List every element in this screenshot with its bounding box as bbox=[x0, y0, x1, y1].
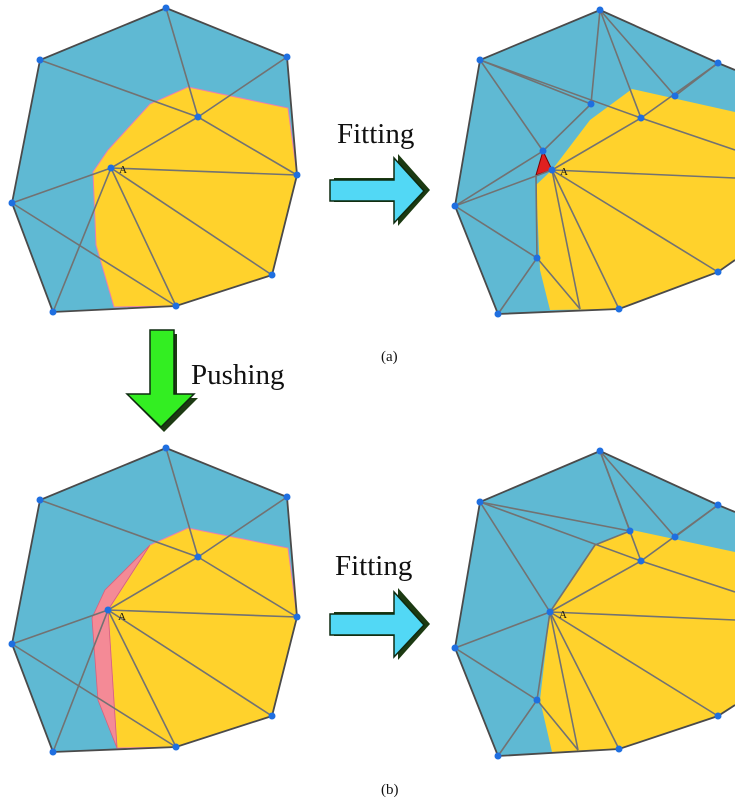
panel-bottom-left-mesh: A bbox=[8, 444, 301, 756]
mesh-edges bbox=[454, 450, 735, 757]
fitting-arrow-top bbox=[329, 154, 430, 226]
mesh-edges bbox=[11, 447, 298, 753]
point-a-label: A bbox=[559, 609, 567, 621]
yellow-region bbox=[92, 86, 298, 308]
arrow-body bbox=[329, 590, 426, 659]
arrow-body bbox=[329, 156, 426, 225]
arrow-body bbox=[125, 329, 196, 429]
pushing-label: Pushing bbox=[191, 359, 284, 391]
fitting-arrow-bottom bbox=[329, 588, 430, 660]
mesh-edges bbox=[11, 7, 298, 313]
caption-a: (a) bbox=[381, 349, 398, 365]
pushing-arrow bbox=[125, 329, 198, 432]
point-a-label: A bbox=[560, 166, 568, 178]
yellow-region bbox=[536, 89, 735, 310]
mesh-edges bbox=[454, 9, 735, 315]
point-a-label: A bbox=[118, 611, 126, 623]
fitting-label-bottom: Fitting bbox=[335, 550, 412, 582]
fitting-label-top: Fitting bbox=[337, 118, 414, 150]
caption-b: (b) bbox=[381, 782, 399, 798]
vertices bbox=[8, 444, 301, 756]
panel-top-left-mesh: A bbox=[8, 4, 301, 316]
vertices bbox=[451, 447, 722, 760]
panel-top-right-mesh: A bbox=[451, 6, 735, 318]
vertices bbox=[451, 6, 722, 318]
vertices bbox=[8, 4, 301, 316]
point-a-label: A bbox=[119, 164, 127, 176]
panel-bottom-right-mesh: A bbox=[451, 447, 735, 760]
